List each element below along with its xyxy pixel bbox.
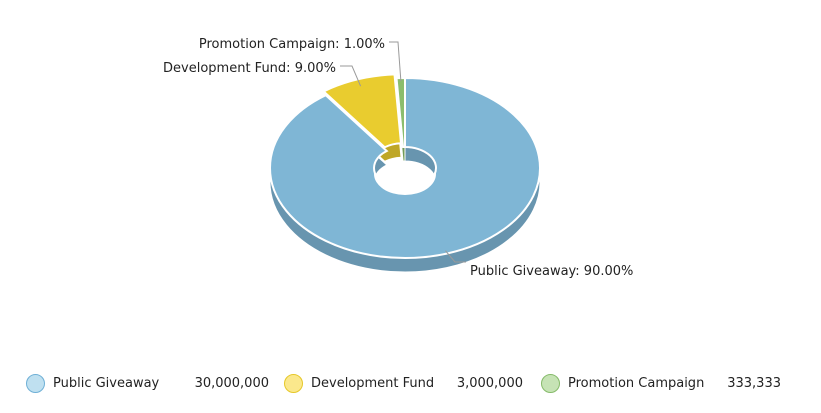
legend-swatch-promotion-campaign xyxy=(541,373,560,393)
label-layer: Public Giveaway: 90.00% Development Fund:… xyxy=(163,37,633,279)
legend-swatch-public-giveaway xyxy=(26,373,45,393)
legend-item-development-fund[interactable]: Development Fund 3,000,000 xyxy=(284,371,541,395)
leader-line-promotion-campaign xyxy=(389,41,402,82)
leader-line-development-fund xyxy=(340,65,362,87)
chart-legend: Public Giveaway 30,000,000 Development F… xyxy=(26,371,787,395)
data-label-development-fund: Development Fund: 9.00% xyxy=(163,61,336,76)
leader-line-public-giveaway xyxy=(445,250,466,263)
legend-label-promotion-campaign: Promotion Campaign xyxy=(568,375,705,391)
slice-public-giveaway[interactable] xyxy=(269,76,541,259)
slice-development-fund[interactable] xyxy=(321,73,403,149)
pie-chart: Public Giveaway: 90.00% Development Fund:… xyxy=(163,37,633,279)
legend-label-development-fund: Development Fund xyxy=(311,375,435,391)
legend-item-public-giveaway[interactable]: Public Giveaway 30,000,000 xyxy=(26,371,284,395)
legend-label-public-giveaway: Public Giveaway xyxy=(53,375,160,391)
legend-swatch-development-fund xyxy=(284,373,303,393)
legend-item-promotion-campaign[interactable]: Promotion Campaign 333,333 xyxy=(541,371,787,395)
legend-value-public-giveaway: 30,000,000 xyxy=(194,375,269,391)
donut-hole xyxy=(374,168,436,195)
data-label-promotion-campaign: Promotion Campaign: 1.00% xyxy=(199,37,385,52)
slice-layer xyxy=(269,73,541,273)
legend-value-promotion-campaign: 333,333 xyxy=(727,375,781,391)
legend-value-development-fund: 3,000,000 xyxy=(456,375,523,391)
data-label-public-giveaway: Public Giveaway: 90.00% xyxy=(470,264,633,279)
slice-promotion-campaign[interactable] xyxy=(395,76,406,149)
